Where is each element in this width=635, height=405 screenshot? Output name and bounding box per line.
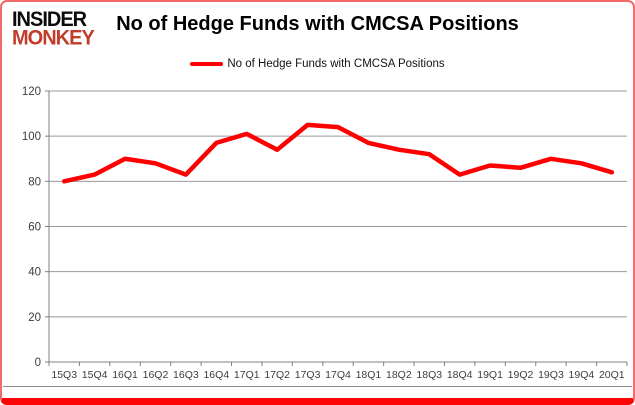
x-tick-label: 18Q4 [447, 369, 473, 381]
y-gridlines [45, 90, 627, 363]
series-line [61, 122, 615, 184]
y-axis-labels: 0 20 40 60 80 100 120 [22, 86, 41, 369]
x-tick-label: 15Q3 [51, 369, 77, 381]
y-tick-label: 100 [22, 131, 41, 143]
x-tick-label: 17Q2 [264, 369, 290, 381]
x-tick-label: 17Q4 [325, 369, 351, 381]
y-tick-label: 0 [35, 357, 41, 369]
x-tick-label: 17Q3 [295, 369, 321, 381]
x-tick-label: 16Q1 [112, 369, 138, 381]
legend-label: No of Hedge Funds with CMCSA Positions [227, 58, 445, 70]
x-tick-label: 19Q3 [538, 369, 564, 381]
x-axis-labels: 15Q3 15Q4 16Q1 16Q2 16Q3 16Q4 17Q1 17Q2 17Q3 17Q4… [51, 369, 624, 381]
x-tick-label: 15Q4 [82, 369, 108, 381]
insider-monkey-logo: INSIDER MONKEY [12, 7, 95, 50]
x-tick-label: 19Q2 [508, 369, 534, 381]
chart-title: No of Hedge Funds with CMCSA Positions [116, 13, 519, 35]
x-tick-label: 19Q4 [569, 369, 595, 381]
chart-bottom-border [3, 386, 632, 387]
y-tick-label: 20 [28, 312, 41, 324]
x-tick-label: 16Q3 [173, 369, 199, 381]
x-tick-label: 17Q1 [234, 369, 260, 381]
legend: No of Hedge Funds with CMCSA Positions [2, 58, 633, 70]
legend-line-marker [190, 62, 224, 66]
logo-monkey-text: MONKEY [12, 26, 95, 50]
y-tick-label: 60 [28, 222, 41, 234]
x-tick-label: 18Q2 [386, 369, 412, 381]
y-tick-label: 40 [28, 267, 41, 279]
x-tick-label: 18Q1 [356, 369, 382, 381]
x-tick-label: 16Q4 [203, 369, 229, 381]
y-tick-label: 80 [28, 176, 41, 188]
y-tick-label: 120 [22, 86, 41, 98]
x-tick-label: 18Q3 [416, 369, 442, 381]
x-tick-label: 20Q1 [599, 369, 625, 381]
axes [48, 91, 628, 366]
logo-insider-text: INSIDER [12, 7, 87, 32]
x-tick-label: 19Q1 [477, 369, 503, 381]
x-tick-label: 16Q2 [143, 369, 169, 381]
